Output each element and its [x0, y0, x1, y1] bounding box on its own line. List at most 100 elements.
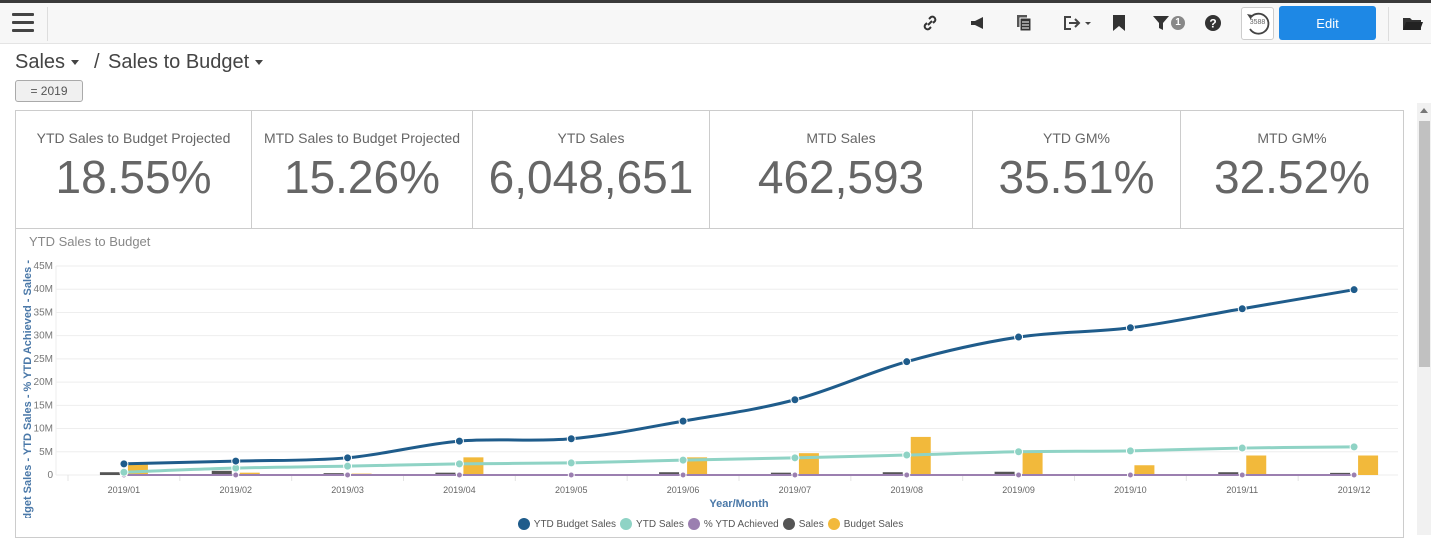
point-ytd-achieved [679, 471, 687, 479]
y-tick-label: 5M [39, 447, 53, 458]
kpi-mtd-sales: MTD Sales 462,593 [710, 111, 973, 228]
chart-panel: YTD Sales to Budget 0 5M 10M 15M 20M 25M 30M 35… [15, 228, 1404, 538]
kpi-ytd-sales: YTD Sales 6,048,651 [473, 111, 710, 228]
legend-item[interactable]: YTD Sales [620, 518, 684, 530]
point-ytd-achieved [1126, 471, 1134, 479]
divider [47, 7, 48, 41]
bar-sales [211, 470, 232, 475]
bar-budget-sales [1246, 455, 1267, 475]
legend-marker-icon [782, 518, 795, 530]
link-icon[interactable] [920, 13, 940, 33]
legend-item[interactable]: Budget Sales [827, 518, 904, 530]
legend-item[interactable]: Sales [782, 518, 824, 530]
scroll-up-icon[interactable] [1420, 108, 1428, 113]
legend-marker-icon [827, 518, 840, 530]
kpi-title: YTD GM% [1043, 130, 1110, 146]
point-ytd-budget-sales [678, 416, 688, 426]
legend-item[interactable]: % YTD Achieved [687, 518, 779, 530]
bar-budget-sales [239, 472, 260, 475]
year-filter-chip[interactable]: = 2019 [15, 80, 83, 102]
legend-label: Budget Sales [843, 518, 904, 530]
bar-budget-sales [463, 457, 484, 475]
point-ytd-budget-sales [790, 395, 800, 405]
point-ytd-achieved [567, 471, 575, 479]
edit-button[interactable]: Edit [1279, 6, 1376, 40]
bar-budget-sales [1022, 450, 1043, 475]
y-tick-label: 0 [47, 470, 53, 481]
legend-label: YTD Budget Sales [533, 518, 617, 530]
x-tick-label: 2019/02 [219, 485, 252, 495]
point-ytd-achieved [344, 471, 352, 479]
kpi-title: MTD Sales [806, 130, 876, 146]
filter-icon[interactable]: 1 [1150, 13, 1188, 33]
chart: 0 5M 10M 15M 20M 25M 30M 35M 40M 45M 2019/01 2019/0… [22, 260, 1398, 518]
legend-label: Sales [798, 518, 824, 530]
bookmark-icon[interactable] [1111, 13, 1127, 33]
point-ytd-sales [119, 467, 129, 477]
scrollbar-thumb[interactable] [1419, 121, 1430, 367]
point-ytd-sales [454, 459, 464, 469]
page-title: Sales to Budget [108, 51, 250, 73]
breadcrumb-page[interactable]: Sales to Budget [108, 51, 264, 74]
y-axis-title: Budget Sales - YTD Sales - % YTD Achieve… [22, 260, 34, 518]
point-ytd-achieved [232, 471, 240, 479]
y-tick-label: 40M [34, 284, 53, 295]
point-ytd-sales [1014, 447, 1024, 457]
point-ytd-sales [790, 453, 800, 463]
point-ytd-achieved [903, 471, 911, 479]
help-icon[interactable]: ? [1204, 13, 1222, 33]
y-tick-label: 25M [34, 354, 53, 365]
bar-budget-sales [127, 463, 148, 475]
point-ytd-budget-sales [231, 456, 241, 466]
bar-sales [435, 472, 456, 475]
x-axis-title: Year/Month [709, 498, 769, 510]
y-tick-label: 35M [34, 307, 53, 318]
y-tick-label: 10M [34, 424, 53, 435]
point-ytd-sales [343, 461, 353, 471]
folder-icon[interactable] [1402, 13, 1424, 33]
point-ytd-sales [566, 458, 576, 468]
caret-down-icon [71, 60, 80, 66]
y-tick-label: 45M [34, 261, 53, 272]
kpi-title: YTD Sales [557, 130, 625, 146]
y-tick-label: 30M [34, 331, 53, 342]
toolbar: 1 ? 3588 Edit [0, 3, 1431, 44]
point-ytd-budget-sales [1014, 332, 1024, 342]
menu-icon[interactable] [12, 13, 34, 33]
point-ytd-budget-sales [1125, 323, 1135, 333]
copy-icon[interactable] [1015, 13, 1033, 33]
point-ytd-achieved [455, 471, 463, 479]
bar-sales [1330, 472, 1351, 475]
legend-marker-icon [620, 518, 633, 530]
breadcrumb-sales[interactable]: Sales [15, 51, 80, 74]
point-ytd-sales [678, 455, 688, 465]
chart-legend: YTD Budget Sales YTD Sales % YTD Achieved S… [16, 518, 1405, 533]
bar-sales [99, 472, 120, 475]
point-ytd-budget-sales [454, 436, 464, 446]
point-ytd-budget-sales [902, 357, 912, 367]
bar-sales [882, 472, 903, 475]
top-border [0, 0, 1431, 3]
kpi-value: 32.52% [1213, 151, 1370, 203]
x-tick-label: 2019/04 [443, 485, 476, 495]
bar-sales [770, 472, 791, 475]
filter-count-badge: 1 [1171, 16, 1185, 30]
megaphone-icon[interactable] [968, 13, 988, 33]
kpi-ytd-sales-to-budget: YTD Sales to Budget Projected 18.55% [16, 111, 252, 228]
refresh-button[interactable]: 3588 [1241, 7, 1274, 40]
vertical-scrollbar[interactable] [1417, 103, 1431, 535]
export-icon[interactable] [1062, 13, 1094, 33]
bar-sales [994, 471, 1015, 475]
point-ytd-budget-sales [566, 434, 576, 444]
svg-text:?: ? [1209, 17, 1216, 31]
breadcrumb-root-label: Sales [15, 51, 66, 73]
legend-item[interactable]: YTD Budget Sales [517, 518, 617, 530]
kpi-panel: YTD Sales to Budget Projected 18.55% MTD … [15, 110, 1404, 229]
kpi-ytd-gm: YTD GM% 35.51% [973, 111, 1181, 228]
legend-label: YTD Sales [636, 518, 684, 530]
point-ytd-achieved [1350, 471, 1358, 479]
point-ytd-sales [1125, 446, 1135, 456]
kpi-value: 15.26% [283, 151, 440, 203]
x-tick-label: 2019/03 [331, 485, 364, 495]
point-ytd-budget-sales [1237, 304, 1247, 314]
